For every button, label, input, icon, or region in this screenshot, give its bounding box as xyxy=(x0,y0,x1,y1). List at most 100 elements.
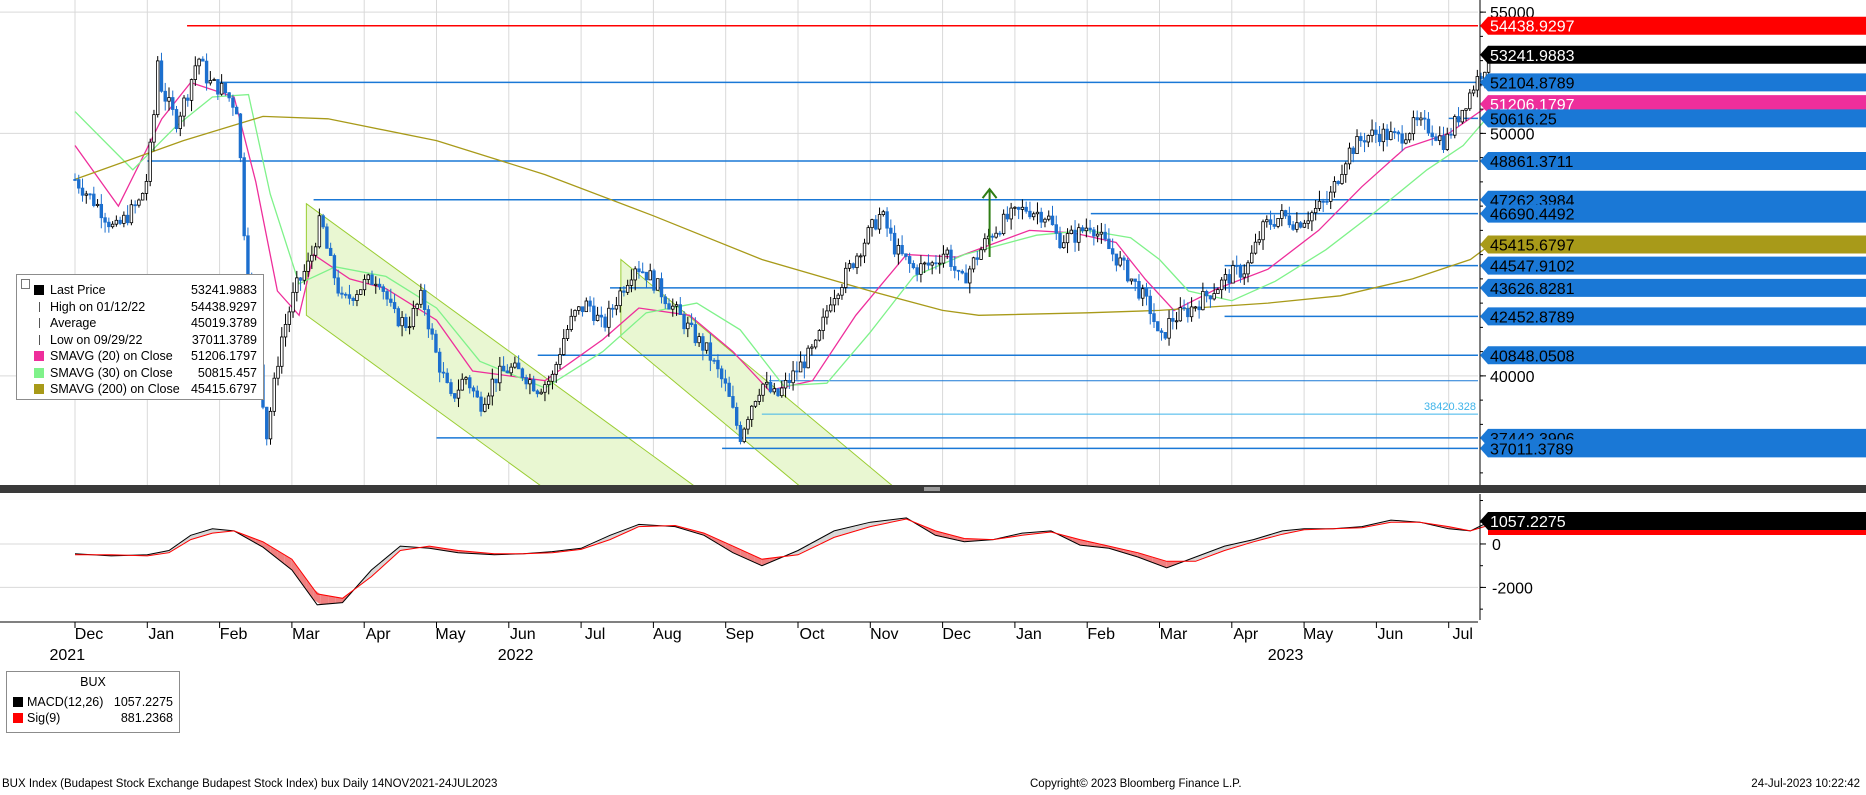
candle-body xyxy=(941,253,946,264)
candle-body xyxy=(1013,206,1017,209)
level-labels: 54438.929753241.988352104.878951206.1797… xyxy=(1480,16,1866,458)
x-month-label: Jun xyxy=(1378,626,1404,643)
x-year-label: 2022 xyxy=(498,647,534,664)
legend-marker-icon xyxy=(39,301,41,312)
candle-body xyxy=(629,279,634,286)
candle-body xyxy=(904,253,908,257)
candle-body xyxy=(1415,117,1419,121)
candle-body xyxy=(223,82,228,94)
candle-body xyxy=(1257,239,1261,243)
macd-fill xyxy=(718,539,726,549)
macd-legend[interactable]: BUX MACD(12,26) 1057.2275 Sig(9) 881.2368 xyxy=(6,671,180,733)
macd-fill xyxy=(754,555,762,566)
macd-legend-row[interactable]: Sig(9) 881.2368 xyxy=(7,710,179,726)
candle-body xyxy=(276,365,280,379)
level-tag: 45415.6797 xyxy=(1480,235,1866,255)
candle-body xyxy=(1005,213,1010,220)
candle-body xyxy=(1404,139,1408,144)
x-month-label: Dec xyxy=(942,626,970,643)
macd-fill xyxy=(248,536,256,544)
candle-body xyxy=(498,365,502,384)
candle-body xyxy=(539,391,543,395)
price-legend[interactable]: Last Price 53241.9883 High on 01/12/22 5443… xyxy=(16,274,264,400)
candle-body xyxy=(1276,218,1280,227)
candle-body xyxy=(1295,222,1299,230)
candle-body xyxy=(922,262,927,265)
legend-marker-icon xyxy=(39,334,41,345)
legend-row[interactable]: Average 45019.3789 xyxy=(17,315,263,331)
arrow-annotation xyxy=(981,187,998,258)
candle-body xyxy=(144,181,149,194)
candle-body xyxy=(817,330,822,341)
candle-body xyxy=(1047,215,1051,220)
macd-fill xyxy=(798,546,806,555)
candle-body xyxy=(246,235,250,277)
macd-legend-row[interactable]: MACD(12,26) 1057.2275 xyxy=(7,694,179,710)
candle-body xyxy=(1156,321,1160,332)
candle-body xyxy=(1332,181,1337,193)
legend-row[interactable]: SMAVG (20) on Close 51206.1797 xyxy=(17,348,263,364)
level-tag-label: 48861.3711 xyxy=(1490,154,1573,171)
panel-divider[interactable] xyxy=(0,485,1866,493)
x-month-label: Feb xyxy=(220,626,248,643)
macd-fill xyxy=(1275,530,1283,537)
candle-body xyxy=(716,359,720,370)
candle-body xyxy=(407,326,412,329)
x-month-label: Mar xyxy=(292,626,320,643)
candle-body xyxy=(614,305,619,310)
trend-channel xyxy=(305,202,694,485)
y-tick-label: 50000 xyxy=(1490,126,1535,143)
candle-body xyxy=(881,211,886,215)
candle-body xyxy=(1329,191,1333,202)
candle-body xyxy=(362,279,367,291)
candle-body xyxy=(490,378,495,397)
candle-body xyxy=(821,316,825,331)
candle-body xyxy=(1261,221,1265,241)
macd-fill xyxy=(805,542,813,552)
candle-body xyxy=(1122,257,1126,261)
macd-fill xyxy=(1108,546,1117,551)
candle-body xyxy=(1445,133,1449,150)
macd-fill xyxy=(928,527,936,536)
legend-row[interactable]: SMAVG (200) on Close 45415.6797 xyxy=(17,381,263,397)
candle-body xyxy=(1186,308,1190,318)
candle-body xyxy=(719,368,724,380)
footer-timestamp: 24-Jul-2023 10:22:42 xyxy=(1751,778,1860,790)
candle-body xyxy=(1171,318,1175,322)
candle-body xyxy=(832,298,837,306)
candle-body xyxy=(501,365,506,372)
candle-body xyxy=(599,314,604,318)
legend-row[interactable]: Low on 09/29/22 37011.3789 xyxy=(17,332,263,348)
legend-row[interactable]: SMAVG (30) on Close 50815.457 xyxy=(17,365,263,381)
macd-fill xyxy=(371,564,379,577)
candle-body xyxy=(945,249,949,255)
candle-body xyxy=(80,187,85,196)
candle-body xyxy=(1043,218,1047,223)
candle-body xyxy=(343,293,348,296)
candle-body xyxy=(140,192,145,201)
candle-body xyxy=(562,338,566,355)
candle-body xyxy=(584,300,589,313)
candle-body xyxy=(227,92,231,99)
legend-value: 53241.9883 xyxy=(190,283,257,297)
candle-body xyxy=(456,389,461,399)
legend-collapse-icon[interactable] xyxy=(21,279,30,289)
level-tag-label: 37011.3789 xyxy=(1490,441,1573,458)
candle-body xyxy=(520,368,525,378)
candle-body xyxy=(280,336,284,367)
candle-body xyxy=(911,263,916,269)
candle-body xyxy=(1020,206,1025,210)
legend-row[interactable]: High on 01/12/22 54438.9297 xyxy=(17,299,263,315)
candle-body xyxy=(1321,200,1325,203)
candle-body xyxy=(167,97,171,102)
x-year-label: 2023 xyxy=(1268,647,1304,664)
candle-body xyxy=(84,193,88,196)
x-month-label: May xyxy=(435,626,465,643)
candle-body xyxy=(238,113,243,159)
legend-row[interactable]: Last Price 53241.9883 xyxy=(17,282,263,298)
candle-body xyxy=(723,378,728,384)
candle-body xyxy=(535,390,540,395)
candle-body xyxy=(464,377,468,380)
candle-body xyxy=(983,238,987,251)
